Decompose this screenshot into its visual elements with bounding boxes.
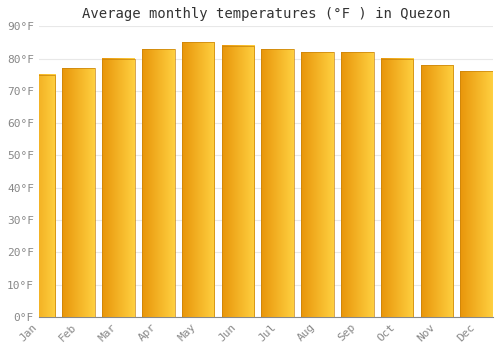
Bar bbox=[62, 68, 95, 317]
Bar bbox=[301, 52, 334, 317]
Bar bbox=[262, 49, 294, 317]
Bar bbox=[182, 42, 214, 317]
Bar bbox=[420, 65, 453, 317]
Bar bbox=[222, 46, 254, 317]
Bar bbox=[381, 58, 414, 317]
Bar bbox=[460, 71, 493, 317]
Bar bbox=[22, 75, 55, 317]
Bar bbox=[142, 49, 174, 317]
Title: Average monthly temperatures (°F ) in Quezon: Average monthly temperatures (°F ) in Qu… bbox=[82, 7, 450, 21]
Bar bbox=[341, 52, 374, 317]
Bar bbox=[102, 58, 135, 317]
